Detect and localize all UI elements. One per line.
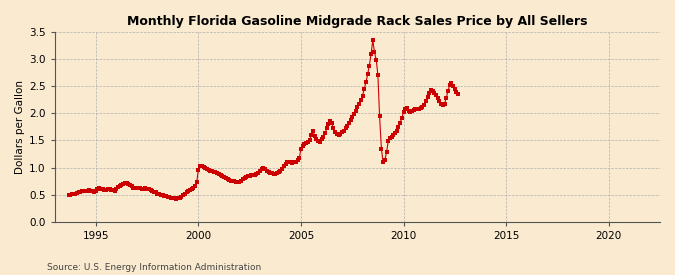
Text: Source: U.S. Energy Information Administration: Source: U.S. Energy Information Administ…: [47, 263, 261, 272]
Y-axis label: Dollars per Gallon: Dollars per Gallon: [15, 80, 25, 174]
Title: Monthly Florida Gasoline Midgrade Rack Sales Price by All Sellers: Monthly Florida Gasoline Midgrade Rack S…: [127, 15, 588, 28]
